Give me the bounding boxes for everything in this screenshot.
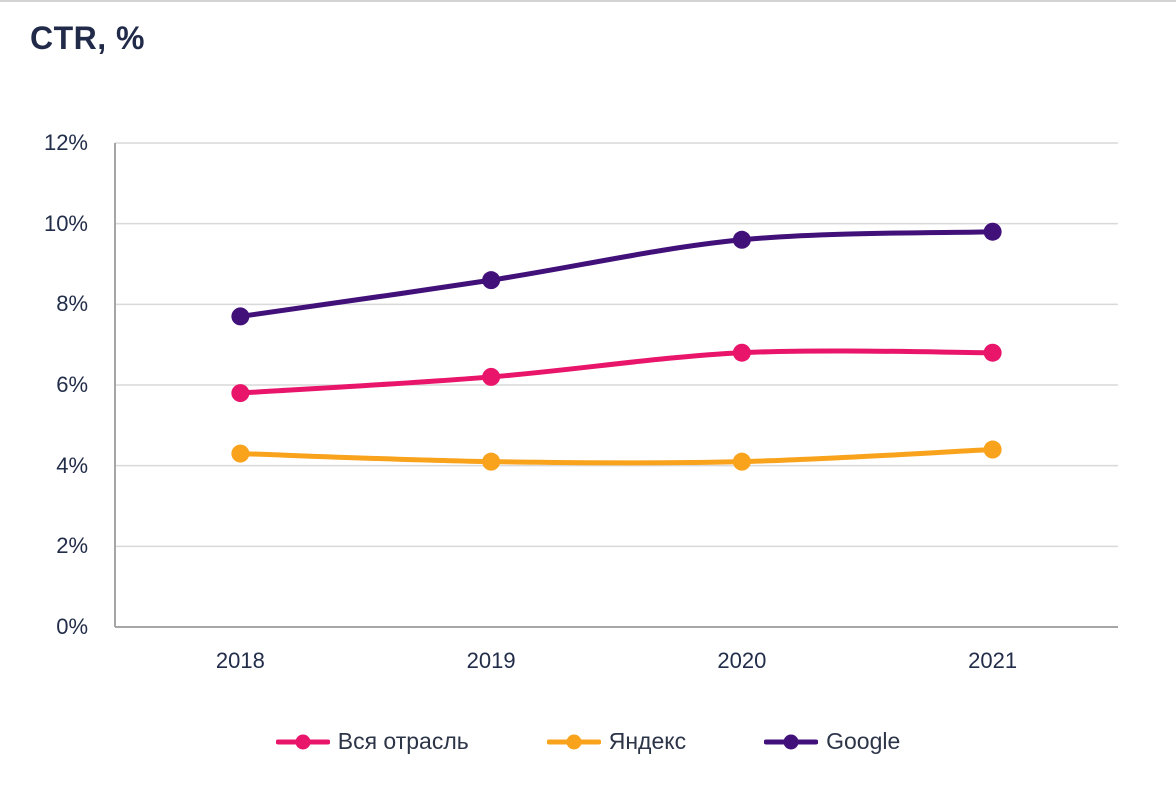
x-axis-tick-label: 2019 [466, 648, 516, 673]
y-axis-tick-label: 10% [43, 210, 88, 236]
data-point-Яндекс-2019 [482, 452, 501, 471]
data-point-Google-2018 [231, 307, 250, 326]
legend-marker-icon [275, 734, 330, 749]
data-point-Google-2019 [482, 271, 501, 290]
legend-item-Google: Google [764, 728, 900, 755]
data-point-Вся отрасль-2021 [983, 343, 1002, 362]
data-point-Яндекс-2020 [732, 452, 751, 471]
legend-dot [783, 734, 799, 749]
legend-item-Яндекс: Яндекс [546, 728, 687, 755]
series-line-Вся отрасль [237, 348, 996, 396]
legend-marker-icon [764, 734, 819, 749]
legend-label: Яндекс [608, 728, 687, 754]
legend-dot [295, 734, 311, 749]
chart-legend: Вся отрасль Яндекс Google [0, 728, 1176, 755]
data-point-Яндекс-2021 [983, 440, 1002, 459]
y-axis-tick-label: 0% [56, 614, 88, 639]
y-axis-tick-label: 4% [56, 452, 88, 478]
legend-item-Вся отрасль: Вся отрасль [275, 728, 469, 755]
y-axis-tick-label: 8% [56, 291, 88, 317]
x-axis-tick-label: 2021 [968, 648, 1018, 673]
legend-label: Google [826, 728, 901, 754]
legend-dot [566, 734, 582, 749]
data-point-Google-2021 [983, 222, 1002, 241]
data-point-Вся отрасль-2018 [231, 384, 250, 403]
data-point-Вся отрасль-2020 [732, 343, 751, 362]
legend-label: Вся отрасль [337, 728, 469, 754]
data-point-Google-2020 [732, 230, 751, 249]
chart-title: CTR, % [30, 20, 145, 56]
legend-marker-icon [546, 734, 601, 749]
y-axis-tick-label: 12% [43, 130, 88, 155]
data-point-Яндекс-2018 [231, 444, 250, 463]
page-top-divider [0, 0, 1176, 2]
data-point-Вся отрасль-2019 [482, 367, 501, 386]
x-axis-tick-label: 2018 [215, 648, 265, 673]
y-axis-tick-label: 2% [56, 533, 88, 559]
y-axis-tick-label: 6% [56, 372, 88, 397]
series-line-Google [237, 229, 996, 319]
series-line-Яндекс [237, 447, 996, 466]
x-axis-tick-label: 2020 [717, 648, 767, 673]
